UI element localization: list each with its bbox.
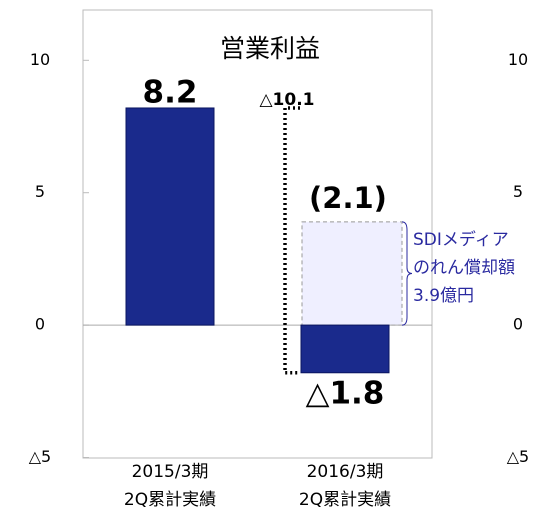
y2-tick-label: 0 [513,315,523,334]
value-label: 8.2 [143,74,198,110]
bar [125,107,215,326]
y-tick-label: △5 [29,447,51,466]
y-tick-label: 10 [30,50,50,69]
adjusted-label: (2.1) [309,181,387,215]
goodwill-box [301,221,403,326]
y2-tick-label: △5 [507,447,529,466]
x-tick-label: 2016/3期 2Q累計実績 [298,462,392,510]
y2-tick-label: 5 [513,182,523,201]
value-label: △1.8 [306,375,385,411]
brace [401,221,413,326]
goodwill-label: SDIメディア のれん償却額 3.9億円 [413,230,515,306]
difference-label: △10.1 [259,90,314,110]
plot-frame [82,9,433,459]
chart-title: 営業利益 [220,34,320,63]
y-tick-label: 5 [35,182,45,201]
y2-tick-label: 10 [508,50,528,69]
x-tick-label: 2015/3期 2Q累計実績 [123,462,217,510]
y-tick-label: 0 [35,315,45,334]
bar [300,324,390,374]
difference-bracket [283,106,300,375]
